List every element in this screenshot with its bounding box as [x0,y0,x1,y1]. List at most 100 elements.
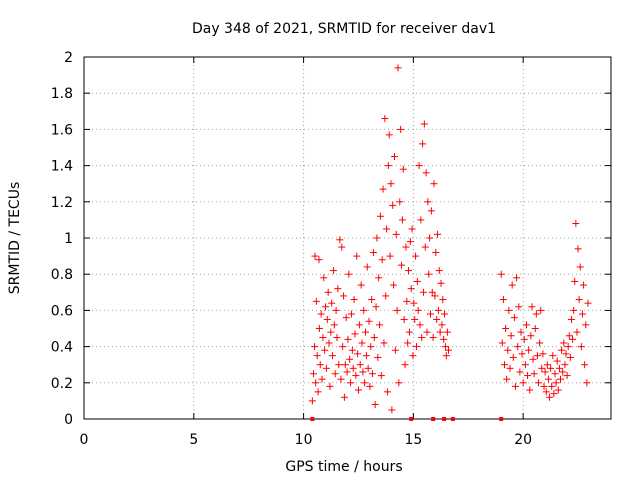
data-point [516,368,524,376]
data-point [396,198,404,206]
data-point [428,288,436,296]
data-point [403,297,411,305]
data-point [317,310,325,318]
data-point [571,277,579,285]
data-point [548,382,556,390]
data-point [431,292,439,300]
data-point [407,285,415,293]
data-point [417,216,425,224]
data-point [430,180,438,188]
data-point [331,370,339,378]
data-point [501,361,509,369]
data-point [352,372,360,380]
data-point [511,382,519,390]
data-point [395,379,403,387]
data-point [551,370,559,378]
data-point [502,325,510,332]
data-point [405,267,413,275]
data-point [318,375,326,383]
data-point [537,306,545,314]
data-point [381,115,389,123]
data-point [309,370,317,378]
data-point [410,299,418,307]
data-point [517,328,525,336]
data-point [506,364,514,372]
data-point [519,379,527,387]
data-point [354,386,362,394]
data-point [526,386,534,394]
data-point [570,306,578,314]
data-point [337,375,345,383]
data-point [423,328,431,336]
data-point [425,270,433,278]
x-tick-label: 10 [295,432,313,448]
data-point [582,321,590,329]
data-point [351,330,359,338]
data-point [311,252,319,260]
data-point [498,339,506,347]
baseline-marker [450,417,455,421]
data-point [314,388,322,396]
data-point [566,353,574,361]
axis-ticks: 00.20.40.60.811.21.41.61.820 5 10 15 20 [51,50,611,448]
data-point [347,310,355,318]
data-point [559,368,567,376]
data-point [538,364,546,372]
data-point [436,328,444,336]
data-point [380,339,388,347]
data-point [353,252,361,260]
data-point [366,382,374,390]
data-point [372,303,380,311]
data-point [525,346,533,354]
data-point [529,355,537,363]
data-point [336,236,344,244]
data-point [507,332,515,340]
data-point [311,343,319,351]
data-point [375,274,383,282]
data-point [385,131,393,139]
data-point [584,299,592,307]
x-tick-label: 0 [80,432,89,448]
data-point [363,263,371,271]
data-point [383,225,391,233]
data-point [524,372,532,380]
data-point [445,346,453,354]
data-point [329,267,337,275]
data-point [505,306,513,314]
data-point [434,306,442,314]
x-tick-label: 15 [404,432,422,448]
data-point [358,339,366,347]
data-point [532,310,540,318]
data-point [549,352,557,360]
data-point [383,388,391,396]
data-point [560,339,568,347]
data-point [376,212,384,220]
data-point [419,288,427,296]
data-point [342,314,350,322]
data-point [422,169,430,177]
y-tick-label: 0.8 [51,267,73,283]
data-point [406,238,414,246]
y-tick-label: 1 [64,231,73,247]
y-tick-label: 1.8 [51,86,73,102]
data-point [392,230,400,238]
data-point [401,361,409,369]
data-point [373,234,381,242]
data-point [540,382,548,390]
data-point [369,370,377,378]
data-point [374,353,382,361]
data-point [521,361,529,369]
data-point [565,332,573,340]
data-point [409,352,417,360]
data-point [335,361,343,369]
data-point [359,368,367,376]
x-tick-label: 5 [189,432,198,448]
data-point [544,375,552,383]
data-point [388,406,396,414]
data-point [556,375,564,383]
data-point [543,361,551,369]
data-point [535,379,543,387]
data-point [384,162,392,170]
data-point [399,165,407,173]
data-point [344,335,352,343]
